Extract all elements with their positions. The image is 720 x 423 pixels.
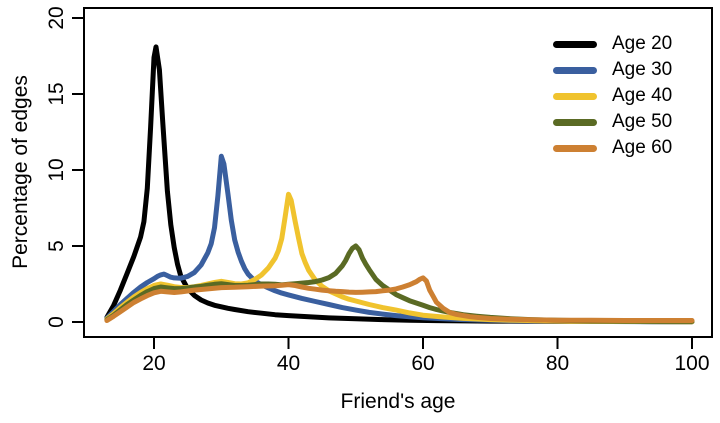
legend-item-age-20: Age 20 [553, 31, 672, 57]
legend-label: Age 50 [612, 111, 673, 132]
x-tick-label: 100 [674, 352, 710, 375]
legend-swatch [553, 66, 597, 74]
x-tick-label: 40 [276, 352, 301, 375]
x-tick-label: 60 [411, 352, 435, 375]
legend-item-age-40: Age 40 [553, 83, 672, 109]
x-tick-label: 80 [545, 352, 570, 375]
legend-swatch [553, 92, 597, 100]
x-axis-title: Friend's age [340, 390, 456, 413]
series-line-age-40 [104, 191, 695, 325]
legend-item-age-60: Age 60 [553, 135, 672, 161]
legend-swatch [553, 118, 597, 126]
plot-box [83, 7, 713, 338]
legend-label: Age 60 [612, 137, 673, 158]
y-tick-label: 10 [45, 158, 68, 182]
legend-swatch [553, 144, 597, 152]
legend-label: Age 20 [612, 33, 673, 54]
legend-label: Age 40 [612, 85, 673, 106]
legend-item-age-50: Age 50 [553, 109, 672, 135]
series-line-age-30 [104, 153, 695, 325]
legend-label: Age 30 [612, 59, 673, 80]
y-tick-label: 15 [45, 82, 68, 106]
x-tick-label: 20 [142, 352, 166, 375]
series-line-age-60 [104, 275, 695, 323]
y-tick-label: 0 [45, 316, 68, 328]
legend: Age 20 Age 30 Age 40 Age 50 Age 60 [553, 31, 672, 161]
y-axis-title: Percentage of edges [9, 75, 32, 269]
legend-swatch [553, 40, 597, 48]
y-tick-label: 5 [45, 240, 68, 252]
legend-item-age-30: Age 30 [553, 57, 672, 83]
y-tick-label: 20 [45, 6, 68, 30]
